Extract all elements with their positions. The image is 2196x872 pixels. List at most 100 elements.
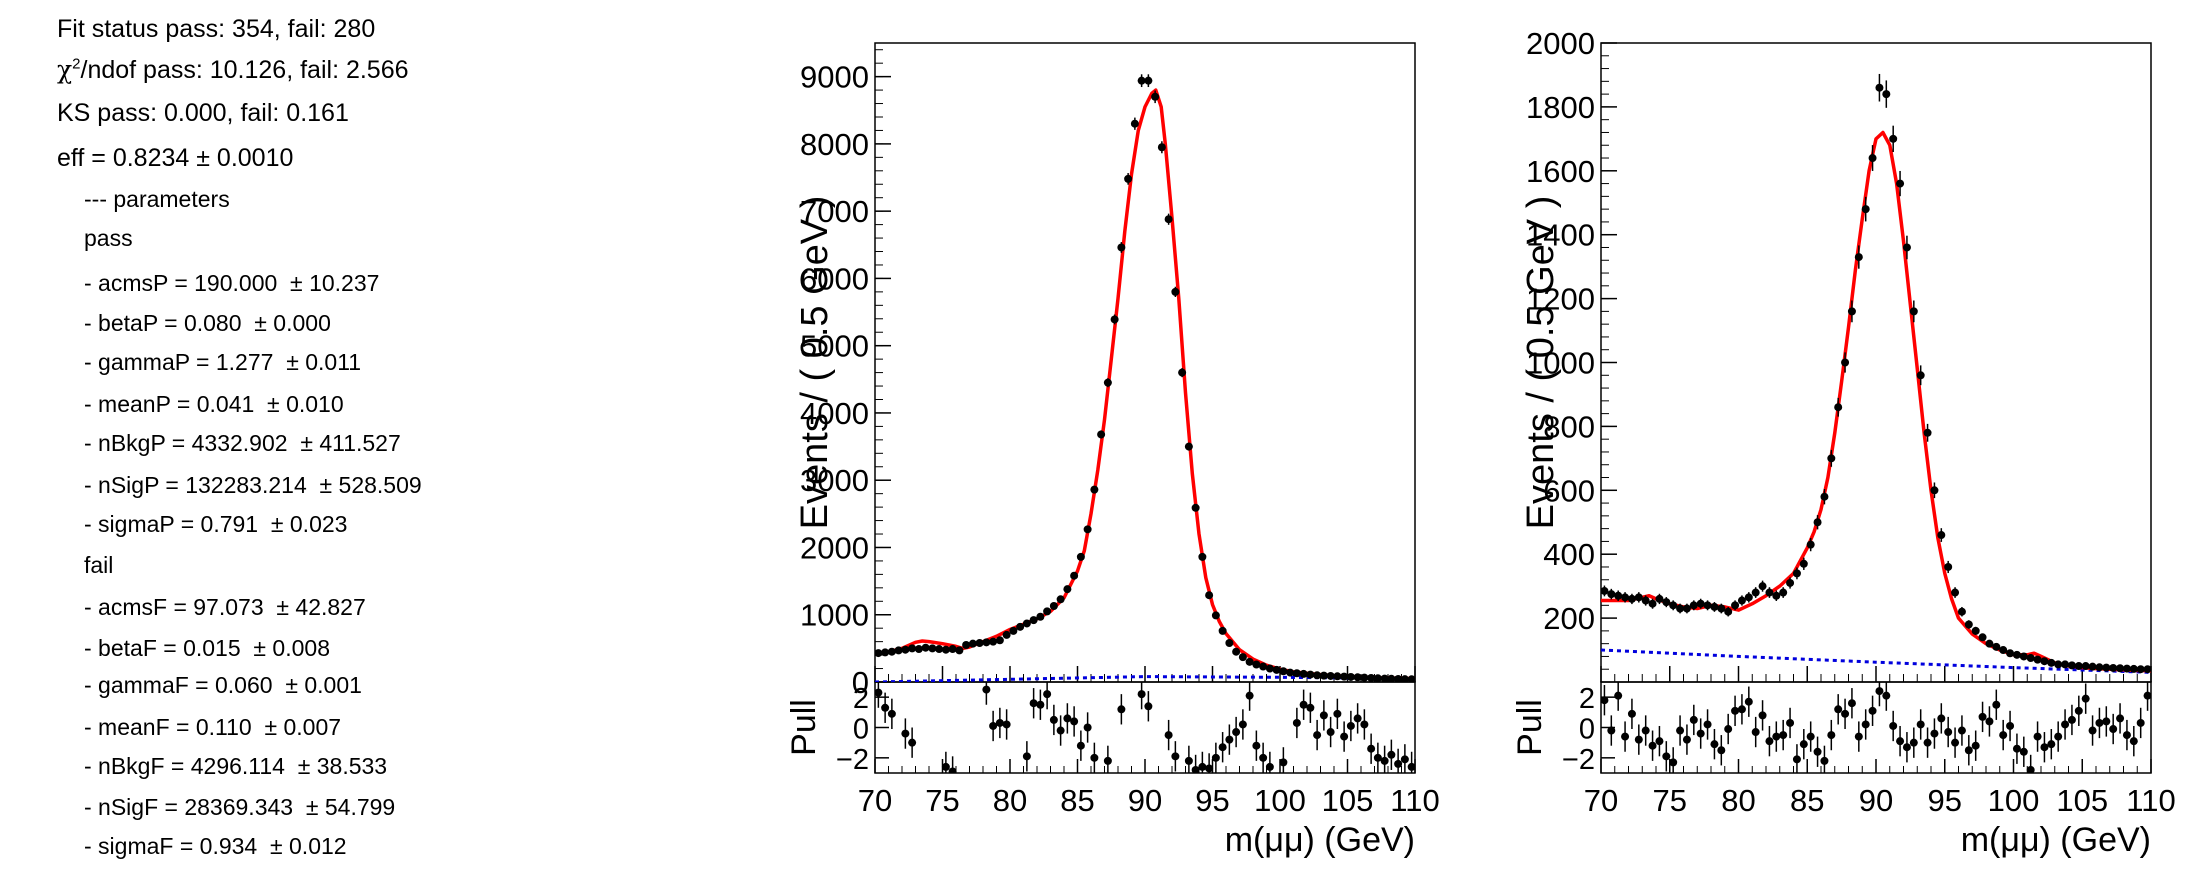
data-points-group — [1601, 73, 2151, 674]
pull-point — [1861, 720, 1870, 729]
pull-point — [1847, 699, 1856, 708]
pull-point — [1373, 753, 1382, 762]
data-point — [962, 641, 971, 650]
pull-point — [1813, 747, 1822, 756]
data-point — [1333, 672, 1342, 681]
pull-point — [1902, 743, 1911, 752]
ks-text: KS pass: 0.000, fail: 0.161 — [57, 99, 349, 127]
pull-tick-label: 0 — [853, 714, 869, 746]
pull-point — [1889, 721, 1898, 730]
y-tick-label: 2000 — [1526, 26, 1595, 61]
y-tick-label: 600 — [1543, 473, 1595, 508]
x-tick-label: 90 — [1128, 783, 1162, 818]
data-point — [1930, 486, 1939, 495]
data-point — [1103, 378, 1112, 387]
pull-tick-label: 2 — [853, 683, 869, 715]
pull-point — [1319, 711, 1328, 720]
pass-param-line: - betaP = 0.080 ± 0.000 — [84, 310, 331, 336]
data-point — [1751, 588, 1760, 597]
data-point — [1286, 668, 1295, 677]
data-point — [1882, 90, 1891, 99]
x-tick-label: 100 — [1254, 783, 1306, 818]
pull-point — [2040, 743, 2049, 752]
pull-point — [1043, 690, 1052, 699]
y-tick-label: 1800 — [1526, 90, 1595, 125]
pull-point — [995, 718, 1004, 727]
pull-point — [2136, 718, 2145, 727]
fail-param-line: - sigmaF = 0.934 ± 0.012 — [84, 833, 347, 859]
data-point — [1151, 92, 1160, 101]
pull-point — [1063, 714, 1072, 723]
data-point — [1205, 591, 1214, 600]
fit-status-text: Fit status pass: 354, fail: 280 — [57, 15, 376, 43]
pull-point — [1607, 726, 1616, 735]
pull-point — [948, 767, 957, 773]
data-point — [1306, 670, 1315, 679]
pull-point — [1896, 737, 1905, 746]
data-point — [2054, 660, 2063, 669]
pull-point — [2074, 706, 2083, 715]
pull-point — [1662, 752, 1671, 761]
model-fit-curve — [875, 88, 1415, 681]
data-point — [1124, 174, 1133, 183]
y-tick-label: 9000 — [800, 60, 869, 95]
pull-point — [1717, 746, 1726, 755]
data-point — [1225, 638, 1234, 647]
pull-point — [1930, 729, 1939, 738]
pull-point — [1225, 735, 1234, 744]
pull-point — [1211, 753, 1220, 762]
data-point — [1373, 674, 1382, 682]
x-tick-label: 105 — [1322, 783, 1374, 818]
x-tick-label: 110 — [1390, 783, 1439, 818]
x-tick-label: 110 — [2126, 783, 2175, 818]
pull-point — [1407, 762, 1415, 771]
y-tick-label: 2000 — [800, 530, 869, 565]
data-point — [1971, 626, 1980, 635]
data-point — [989, 637, 998, 646]
pull-point — [1103, 756, 1112, 765]
pull-point — [1779, 731, 1788, 740]
data-point — [1992, 642, 2001, 651]
pull-point — [1198, 762, 1207, 771]
data-point — [1902, 243, 1911, 252]
data-point — [1326, 671, 1335, 680]
pull-point — [908, 738, 917, 747]
pull-point — [1299, 700, 1308, 709]
pull-point — [1259, 753, 1268, 762]
data-point — [1731, 601, 1740, 610]
pull-point — [1854, 732, 1863, 741]
pull-tick-label: −2 — [836, 744, 869, 776]
pull-point — [1306, 703, 1315, 712]
data-point — [1634, 593, 1643, 602]
pull-point — [1696, 729, 1705, 738]
pull-point — [2109, 725, 2118, 734]
chi2-superscript: 2 — [72, 55, 81, 73]
x-tick-label: 85 — [1790, 783, 1824, 818]
pull-point — [1387, 750, 1396, 759]
x-axis-label: m(μμ) (GeV) — [1225, 821, 1415, 859]
data-point — [1191, 503, 1200, 512]
pull-point — [1340, 732, 1349, 741]
pull-point — [1022, 752, 1031, 761]
pull-point — [2116, 714, 2125, 723]
pull-point — [1205, 764, 1214, 773]
pull-point — [1689, 715, 1698, 724]
pull-point — [1703, 720, 1712, 729]
pull-axis-label: Pull — [785, 699, 823, 756]
data-point — [1937, 531, 1946, 540]
pull-point — [1744, 697, 1753, 706]
pull-point — [1070, 717, 1079, 726]
data-point — [1985, 639, 1994, 648]
pull-point — [881, 703, 890, 712]
pull-point — [1265, 762, 1274, 771]
pull-point — [1964, 746, 1973, 755]
x-axis-label: m(μμ) (GeV) — [1961, 821, 2151, 859]
pull-point — [2102, 717, 2111, 726]
data-point — [1279, 667, 1288, 676]
pull-point — [1957, 726, 1966, 735]
y-tick-label: 400 — [1543, 537, 1595, 572]
pull-point — [1737, 705, 1746, 714]
pull-point — [1676, 726, 1685, 735]
data-point — [1944, 562, 1953, 571]
